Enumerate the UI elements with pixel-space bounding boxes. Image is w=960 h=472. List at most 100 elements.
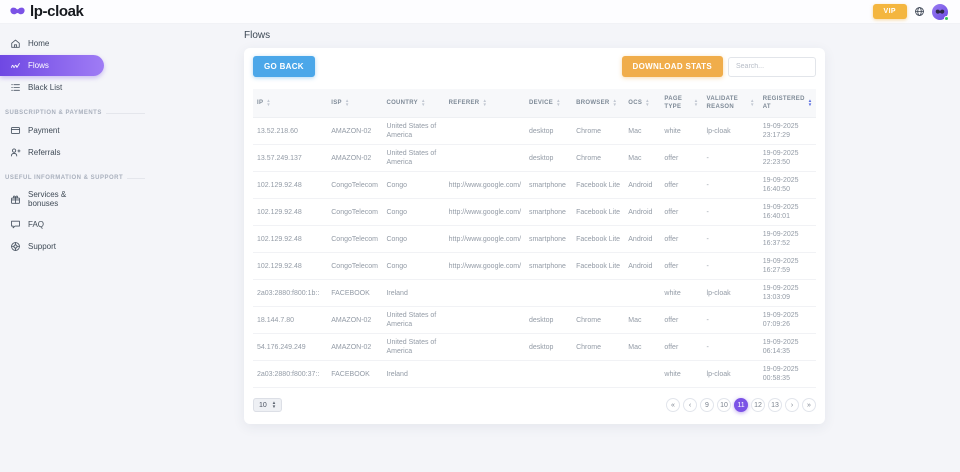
sort-icon[interactable]: ▲ ▼ <box>749 98 755 107</box>
cell-validate_reason: - <box>702 306 759 334</box>
prev-page-button[interactable]: ‹ <box>683 398 697 412</box>
sort-icon[interactable]: ▲ ▼ <box>482 98 488 107</box>
cell-validate_reason: lp-cloak <box>702 279 759 307</box>
download-stats-button[interactable]: DOWNLOAD STATS <box>621 56 723 77</box>
page-button-11[interactable]: 11 <box>734 398 748 412</box>
cell-registered_at: 19-09-2025 16:27:59 <box>758 252 816 280</box>
search-input[interactable] <box>728 56 816 77</box>
cell-ocs: Mac <box>624 333 661 361</box>
sidebar-item-referrals[interactable]: Referrals <box>0 142 104 163</box>
column-header-country[interactable]: COUNTRY ▲ ▼ <box>382 89 445 118</box>
cell-ip: 2a03:2880:f800:37:: <box>253 360 328 388</box>
next-page-button[interactable]: › <box>785 398 799 412</box>
cell-isp: FACEBOOK <box>327 279 383 307</box>
brand-logo[interactable]: lp-cloak <box>9 3 84 20</box>
cell-referer: http://www.google.com/ <box>444 198 525 226</box>
sort-icon[interactable]: ▲ ▼ <box>266 98 272 107</box>
cell-country: Congo <box>382 198 445 226</box>
page-button-10[interactable]: 10 <box>717 398 731 412</box>
vip-button[interactable]: VIP <box>872 4 907 19</box>
cell-referer <box>444 333 525 361</box>
sidebar-item-payment[interactable]: Payment <box>0 120 104 141</box>
page-button-12[interactable]: 12 <box>751 398 765 412</box>
cell-isp: CongoTelecom <box>327 252 383 280</box>
card-icon <box>10 125 21 136</box>
sidebar-item-label: Black List <box>28 83 63 92</box>
sort-icon[interactable]: ▲ ▼ <box>645 98 650 107</box>
sidebar-item-support[interactable]: Support <box>0 236 104 257</box>
column-header-page_type[interactable]: PAGE TYPE ▲ ▼ <box>660 89 703 118</box>
cell-registered_at: 19-09-2025 16:37:52 <box>758 225 816 253</box>
cell-page_type: offer <box>660 306 703 334</box>
cell-ip: 2a03:2880:f800:1b:: <box>253 279 328 307</box>
stepper-icon: ▲ ▼ <box>271 400 277 409</box>
table-row: 54.176.249.249 AMAZON-02 United States of … <box>253 333 816 361</box>
page-button-13[interactable]: 13 <box>768 398 782 412</box>
cell-validate_reason: - <box>702 333 759 361</box>
sort-icon[interactable]: ▲ ▼ <box>612 98 618 107</box>
cell-isp: FACEBOOK <box>327 360 383 388</box>
table-row: 102.129.92.48 CongoTelecom Congo http://www… <box>253 171 816 199</box>
table-row: 18.144.7.80 AMAZON-02 United States of Ame… <box>253 306 816 334</box>
cell-registered_at: 19-09-2025 16:40:01 <box>758 198 816 226</box>
column-label: REFERER <box>448 100 480 106</box>
sort-icon[interactable]: ▲ ▼ <box>344 98 350 107</box>
column-header-ip[interactable]: IP ▲ ▼ <box>253 89 328 118</box>
sidebar-item-services-bonuses[interactable]: Services & bonuses <box>0 185 104 213</box>
page-size-select[interactable]: 10 ▲ ▼ <box>253 398 283 412</box>
cell-browser: Chrome <box>572 117 625 145</box>
cell-page_type: white <box>660 360 703 388</box>
sidebar-item-label: Home <box>28 39 50 48</box>
column-header-validate_reason[interactable]: VALIDATE REASON ▲ ▼ <box>702 89 759 118</box>
cell-isp: CongoTelecom <box>327 198 383 226</box>
column-header-ocs[interactable]: OCS ▲ ▼ <box>624 89 661 118</box>
cell-ocs: Mac <box>624 117 661 145</box>
cell-browser: Facebook Lite <box>572 198 625 226</box>
cell-browser: Facebook Lite <box>572 225 625 253</box>
cell-device: desktop <box>524 144 573 172</box>
cell-device: desktop <box>524 117 573 145</box>
sidebar-item-black-list[interactable]: Black List <box>0 77 104 98</box>
column-header-browser[interactable]: BROWSER ▲ ▼ <box>572 89 625 118</box>
cell-page_type: white <box>660 117 703 145</box>
toolbar-right: DOWNLOAD STATS <box>621 56 816 77</box>
cell-browser: Chrome <box>572 144 625 172</box>
cell-device <box>524 360 573 388</box>
column-label: PAGE TYPE <box>664 96 683 110</box>
sidebar-item-home[interactable]: Home <box>0 33 104 54</box>
sidebar-item-flows[interactable]: Flows <box>0 55 104 76</box>
cell-isp: CongoTelecom <box>327 225 383 253</box>
sort-icon[interactable]: ▲ ▼ <box>693 98 699 107</box>
column-header-device[interactable]: DEVICE ▲ ▼ <box>524 89 573 118</box>
sidebar-item-faq[interactable]: FAQ <box>0 214 104 235</box>
cell-country: Congo <box>382 252 445 280</box>
sort-icon[interactable]: ▲ ▼ <box>420 98 426 107</box>
cell-registered_at: 19-09-2025 22:23:50 <box>758 144 816 172</box>
cell-isp: AMAZON-02 <box>327 306 383 334</box>
topbar-right: VIP <box>872 3 949 21</box>
flows-card: GO BACK DOWNLOAD STATS IP▲▼ISP▲▼COUNTRY▲… <box>244 48 825 424</box>
cell-validate_reason: - <box>702 198 759 226</box>
go-back-button[interactable]: GO BACK <box>253 56 315 77</box>
sort-icon[interactable]: ▲ ▼ <box>556 98 561 107</box>
cell-referer: http://www.google.com/ <box>444 225 525 253</box>
home-icon <box>10 38 21 49</box>
user-avatar[interactable] <box>932 3 949 21</box>
last-page-button[interactable]: » <box>802 398 816 412</box>
sidebar-item-label: Payment <box>28 126 60 135</box>
cell-ip: 102.129.92.48 <box>253 198 328 226</box>
cell-referer <box>444 117 525 145</box>
cell-browser: Facebook Lite <box>572 252 625 280</box>
lifebuoy-icon <box>10 241 21 252</box>
column-header-referer[interactable]: REFERER ▲ ▼ <box>444 89 525 118</box>
flows-icon <box>10 60 21 71</box>
cell-referer <box>444 306 525 334</box>
column-header-isp[interactable]: ISP ▲ ▼ <box>327 89 383 118</box>
cell-ip: 13.57.249.137 <box>253 144 328 172</box>
sort-icon[interactable]: ▲ ▼ <box>807 98 813 107</box>
column-header-registered_at[interactable]: REGISTERED AT ▲ ▼ <box>758 89 816 118</box>
first-page-button[interactable]: « <box>666 398 680 412</box>
page-button-9[interactable]: 9 <box>700 398 714 412</box>
cell-isp: AMAZON-02 <box>327 117 383 145</box>
globe-icon[interactable] <box>914 6 925 17</box>
